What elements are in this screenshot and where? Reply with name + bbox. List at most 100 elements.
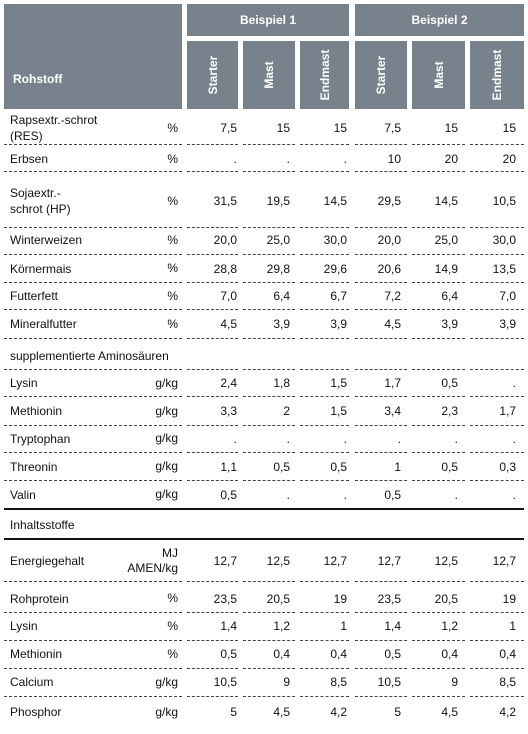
row-separator [4,581,182,582]
row-separator [187,581,238,582]
value-cell: 0,4 [441,647,458,661]
value-cell: 20 [444,152,458,166]
row-unit: g/kg [155,403,178,418]
value-cell: 8,5 [499,675,516,689]
value-cell: 10 [387,152,401,166]
row-separator [470,254,524,255]
group-label: Beispiel 2 [411,13,468,27]
row-name: Phosphor [10,705,62,719]
row-separator [4,425,182,426]
row-separator [4,640,182,641]
row-separator [412,396,465,397]
section-title-inhaltsstoffe: Inhaltsstoffe [0,512,528,538]
value-cell: 14,5 [434,194,458,208]
row-separator [355,452,407,453]
row-separator [470,480,524,481]
row-separator [470,612,524,613]
value-cell: 0,4 [330,647,347,661]
row-separator [187,144,238,145]
row-separator [300,338,349,339]
value-cell: 0,5 [441,376,458,390]
row-separator [412,171,465,172]
value-cell: 19,5 [266,194,290,208]
row-separator [355,338,407,339]
value-cell: 4,5 [441,705,458,719]
row-unit: % [167,316,178,331]
row-name: Futterfett [10,289,59,303]
row-separator [412,425,465,426]
row-name: Energiegehalt [10,554,85,568]
row-separator [187,369,238,370]
value-cell: 1,4 [384,619,401,633]
row-separator [243,338,295,339]
group-label: Beispiel 1 [239,13,297,27]
value-cell: 1,7 [499,404,516,418]
row-separator [470,282,524,283]
value-cell: 3,4 [384,404,401,418]
value-cell: . [343,431,347,446]
subheader-b2-starter: Starter [355,41,407,109]
value-cell: 0,5 [441,459,458,474]
table-row: Threonin g/kg 1,1 0,5 0,5 1 0,5 0,3 [0,453,528,480]
table-row: Energiegehalt MJ AMEN/kg 12,7 12,5 12,7 12,7 1… [0,541,528,581]
row-separator [300,227,349,228]
row-separator [355,396,407,397]
row-separator [187,480,238,481]
row-separator [243,696,295,697]
table-row: Calcium g/kg 10,5 9 8,5 10,5 9 8,5 [0,668,528,696]
row-separator [4,369,182,370]
row-name: Threonin [10,459,58,474]
row-separator [412,282,465,283]
value-cell: 20,6 [377,261,401,276]
table-row: Mineralfutter% 4,5 3,9 3,9 4,5 3,9 3,9 [0,310,528,338]
value-cell: 0,3 [499,459,516,474]
value-cell: 1,2 [441,619,458,633]
value-cell: 28,8 [213,261,237,276]
row-separator [300,612,349,613]
value-cell: 30,0 [492,233,516,247]
table-row: Futterfett% 7,0 6,4 6,7 7,2 6,4 7,0 [0,283,528,309]
table-row: Tryptophan g/kg...... [0,425,528,452]
value-cell: 14,9 [434,261,458,276]
row-separator [355,480,407,481]
value-cell: 12,7 [213,554,237,568]
value-cell: 4,5 [273,705,290,719]
value-cell: 0,5 [220,647,237,661]
row-separator [243,144,295,145]
row-separator [355,369,407,370]
row-separator [187,696,238,697]
row-name: Methionin [10,647,63,661]
row-name: Sojaextr.- schrot (HP) [10,186,71,216]
value-cell: . [233,152,237,166]
subheader-label: Endmast [490,49,504,101]
row-separator [412,452,465,453]
row-separator [300,171,349,172]
value-cell: . [397,431,401,446]
value-cell: . [512,487,516,502]
row-separator [187,309,238,310]
table-row: Phosphor g/kg 5 4,5 4,2 5 4,5 4,2 [0,698,528,726]
row-separator [187,612,238,613]
value-cell: 1 [509,619,516,633]
value-cell: 7,0 [220,289,237,303]
value-cell: 15 [502,121,516,135]
row-separator [470,369,524,370]
value-cell: 2 [283,404,290,418]
rohstoff-header-label: Rohstoff [13,72,63,86]
value-cell: 23,5 [213,591,237,606]
row-separator [300,668,349,669]
table-row: Methionin g/kg 3,3 2 1,5 3,4 2,3 1,7 [0,397,528,425]
row-separator [300,309,349,310]
row-separator [412,144,465,145]
row-separator [470,581,524,582]
subheader-b1-endmast: Endmast [300,41,349,109]
value-cell: 1 [340,619,347,633]
row-name: Calcium [10,675,54,689]
row-unit: % [167,232,178,247]
divider-thick [4,538,524,540]
subheader-label: Mast [262,61,276,89]
value-cell: . [286,431,290,446]
value-cell: 20,5 [266,591,290,606]
value-cell: . [512,376,516,390]
value-cell: 8,5 [330,675,347,689]
